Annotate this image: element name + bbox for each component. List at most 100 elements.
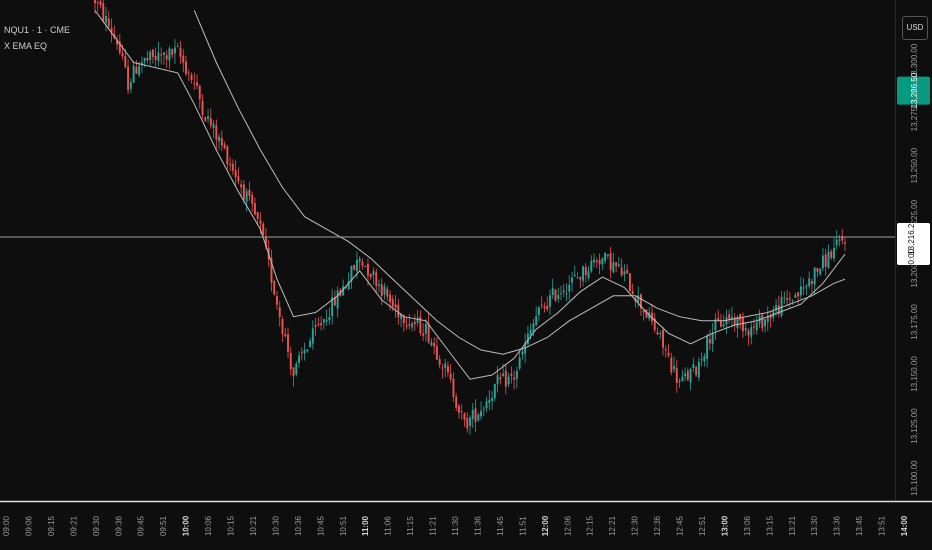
time-tick-label: 11:06: [384, 516, 393, 536]
candle-body: [173, 47, 176, 54]
symbol-label[interactable]: NQU1 · 1 · CME: [4, 25, 71, 35]
candle-body: [394, 304, 397, 308]
candle-body: [107, 18, 110, 27]
time-tick-label: 13:45: [855, 515, 864, 536]
candle-body: [342, 286, 345, 296]
time-tick-label: 11:00: [361, 515, 370, 536]
candle-body: [628, 273, 631, 292]
time-axis[interactable]: 09:00 09:06 09:15 09:21 09:30 09:36 09:45 09:51…: [0, 500, 932, 550]
candle-body: [196, 82, 198, 86]
candle-body: [576, 277, 579, 279]
candle-body: [364, 266, 367, 268]
time-tick-label: 10:06: [204, 515, 213, 536]
candle-body: [708, 339, 711, 344]
candle-body: [110, 27, 113, 34]
candle-body: [609, 252, 612, 271]
candle-body: [353, 264, 356, 270]
candle-body: [728, 314, 731, 320]
candle-body: [435, 346, 438, 360]
candle-body: [733, 317, 736, 325]
candle-body: [579, 277, 582, 280]
candle-body: [209, 118, 212, 126]
candle-body: [684, 373, 687, 377]
candle-body: [118, 41, 121, 53]
time-tick-label: 13:21: [788, 515, 797, 536]
candle-body: [116, 39, 119, 45]
candle-body: [827, 251, 830, 269]
last-price-label: 13,286.50: [910, 72, 919, 108]
candle-body: [102, 3, 105, 21]
candle-body: [560, 293, 562, 295]
candle-body: [518, 357, 521, 369]
candle-body: [416, 317, 419, 323]
time-tick-label: 11:36: [473, 516, 482, 536]
candle-body: [689, 368, 692, 383]
time-tick-label: 12:21: [608, 515, 617, 536]
candle-body: [99, 1, 102, 5]
time-tick-label: 12:45: [676, 515, 685, 536]
candle-body: [548, 295, 551, 307]
candle-body: [697, 361, 700, 378]
candle-body: [157, 52, 160, 62]
candle-body: [714, 319, 717, 331]
candle-body: [543, 306, 546, 309]
candle-body: [788, 298, 791, 300]
candle-body: [320, 323, 323, 326]
crosshair-price-badge: [897, 222, 930, 265]
candle-body: [162, 52, 165, 55]
price-tick-label: 13,100.00: [910, 460, 919, 496]
candle-body: [413, 322, 416, 325]
candle-body: [380, 284, 383, 296]
candle-body: [722, 324, 725, 327]
candle-body: [504, 370, 507, 387]
candle-body: [797, 292, 800, 297]
candle-body: [502, 373, 505, 377]
crosshair-sub-label: 00:00: [907, 248, 916, 269]
time-tick-label: 10:00: [182, 515, 191, 536]
time-tick-label: 11:30: [451, 516, 460, 536]
candle-body: [400, 314, 403, 319]
candle-body: [411, 323, 414, 328]
candle-body: [551, 288, 554, 296]
candle-body: [601, 258, 604, 265]
candle-body: [372, 270, 375, 275]
candle-body: [753, 326, 755, 328]
candle-body: [433, 343, 436, 347]
time-tick-label: 10:30: [271, 515, 280, 536]
currency-button[interactable]: USD: [902, 16, 928, 40]
candle-body: [744, 328, 747, 331]
candle-body: [273, 281, 276, 295]
candle-body: [391, 299, 394, 307]
candle-body: [706, 336, 709, 359]
candle-body: [557, 295, 560, 299]
candle-body: [474, 408, 477, 422]
candle-body: [675, 367, 678, 383]
time-tick-label: 12:51: [698, 515, 707, 536]
candle-body: [639, 294, 642, 309]
candle-body: [179, 47, 182, 57]
candle-body: [94, 0, 96, 4]
price-tick-label: 13,225.00: [910, 199, 919, 235]
crosshair-price-label: 13,216.25: [907, 219, 916, 255]
candle-body: [595, 260, 598, 263]
price-axis[interactable]: 13,300.0013,275.0013,250.0013,225.0013,2…: [895, 0, 932, 500]
candle-body: [458, 405, 460, 413]
candle-body: [532, 323, 535, 333]
candle-body: [808, 278, 811, 287]
candle-body: [402, 315, 405, 324]
candle-body: [248, 189, 251, 196]
candle-body: [736, 317, 739, 328]
candle-body: [587, 271, 590, 279]
time-tick-label: 09:51: [159, 515, 168, 536]
candle-body: [582, 266, 585, 281]
indicator-label[interactable]: X EMA EQ: [4, 41, 48, 51]
time-tick-label: 09:45: [137, 515, 146, 536]
candle-body: [204, 117, 207, 121]
candle-body: [165, 55, 168, 60]
time-tick-label: 10:51: [339, 515, 348, 536]
candle-body: [626, 269, 629, 274]
candle-body: [185, 61, 187, 74]
time-tick-label: 12:00: [541, 515, 550, 536]
